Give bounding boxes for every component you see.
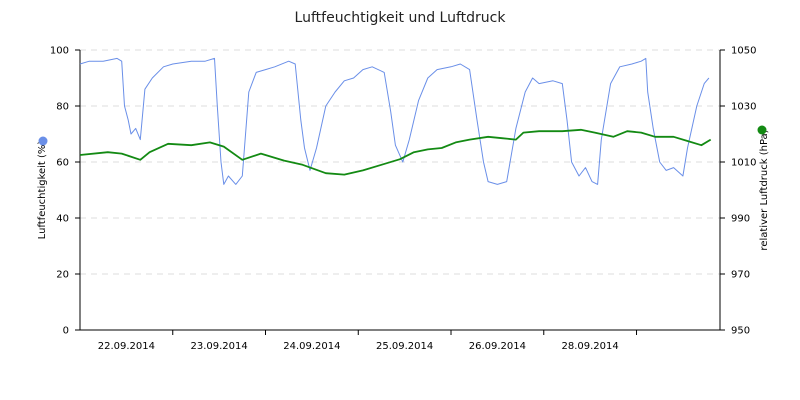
right-tick-label: 990	[731, 214, 750, 225]
x-tick-label: 26.09.2014	[469, 341, 526, 352]
x-tick-label: 25.09.2014	[376, 341, 433, 352]
left-tick-label: 0	[63, 326, 69, 337]
humidity-series-line	[79, 57, 710, 185]
x-tick-label: 28.09.2014	[562, 341, 619, 352]
right-axis-title: relativer Luftdruck (hPa)	[759, 129, 770, 250]
pressure-series-line	[79, 128, 712, 176]
left-y-ticks: 0 20 40 60 80 100	[50, 46, 80, 337]
humidity-legend-dot	[38, 136, 48, 146]
chart-title: Luftfeuchtigkeit und Luftdruck	[295, 10, 507, 26]
right-tick-label: 1030	[731, 102, 756, 113]
plot-series	[79, 57, 712, 185]
right-tick-label: 1010	[731, 158, 756, 169]
pressure-legend-dot	[757, 125, 767, 135]
right-tick-label: 970	[731, 270, 750, 281]
grid	[80, 49, 720, 275]
right-y-ticks: 950 970 990 1010 1030 1050	[720, 46, 756, 337]
left-tick-label: 100	[50, 46, 69, 57]
left-axis-title: Luftfeuchtigkeit (%)	[37, 141, 48, 240]
x-tick-label: 23.09.2014	[190, 341, 247, 352]
right-tick-label: 1050	[731, 46, 756, 57]
x-tick-label: 24.09.2014	[283, 341, 340, 352]
left-tick-label: 20	[56, 270, 69, 281]
left-tick-label: 80	[56, 102, 69, 113]
left-tick-label: 40	[56, 214, 69, 225]
left-tick-label: 60	[56, 158, 69, 169]
right-tick-label: 950	[731, 326, 750, 337]
x-tick-label: 22.09.2014	[98, 341, 155, 352]
x-ticks: 22.09.2014 23.09.2014 24.09.2014 25.09.2014…	[98, 330, 638, 352]
